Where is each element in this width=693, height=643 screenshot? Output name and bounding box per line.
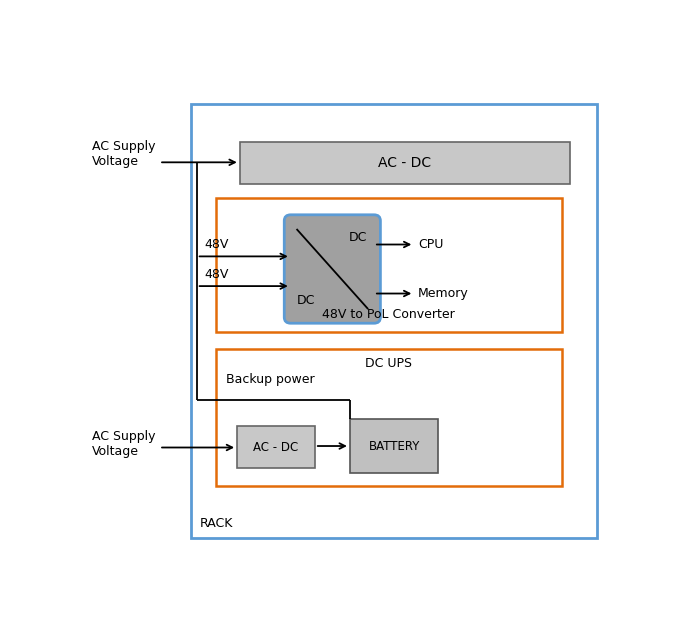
Bar: [240, 141, 570, 184]
Bar: [350, 419, 439, 473]
Bar: [216, 199, 562, 332]
Text: RACK: RACK: [200, 517, 233, 530]
Text: DC: DC: [297, 294, 315, 307]
Text: DC: DC: [349, 231, 367, 244]
Text: 48V: 48V: [205, 268, 229, 281]
Text: AC Supply
Voltage: AC Supply Voltage: [92, 430, 155, 458]
Text: AC - DC: AC - DC: [254, 440, 299, 454]
Text: Memory: Memory: [418, 287, 468, 300]
Text: BATTERY: BATTERY: [369, 440, 420, 453]
Text: Backup power: Backup power: [226, 373, 315, 386]
Text: 48V to PoL Converter: 48V to PoL Converter: [322, 308, 455, 322]
Bar: [216, 350, 562, 485]
Text: 48V: 48V: [205, 239, 229, 251]
FancyBboxPatch shape: [284, 215, 380, 323]
Text: AC Supply
Voltage: AC Supply Voltage: [92, 140, 155, 168]
Bar: [191, 104, 597, 538]
Text: DC UPS: DC UPS: [365, 357, 412, 370]
Text: AC - DC: AC - DC: [378, 156, 432, 170]
Bar: [237, 426, 315, 468]
Text: CPU: CPU: [418, 238, 444, 251]
